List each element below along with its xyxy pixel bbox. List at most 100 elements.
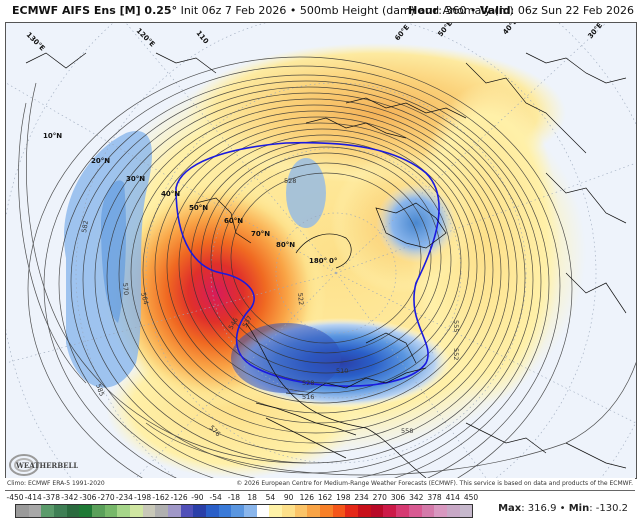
contour-label: 552 xyxy=(452,348,460,360)
colorbar-swatch xyxy=(218,505,232,517)
chart-title: ECMWF AIFS Ens [M] 0.25° Init 06z 7 Feb … xyxy=(12,4,514,17)
colorbar-swatch xyxy=(421,505,435,517)
colorbar-swatch xyxy=(307,505,321,517)
colorbar-tick: 378 xyxy=(427,493,442,502)
map-canvas: 10°N 20°N 30°N 40°N 50°N 60°N 70°N 80°N … xyxy=(6,23,636,478)
colorbar-tick: 126 xyxy=(299,493,314,502)
max-min-stats: Max: 316.9 • Min: -130.2 xyxy=(498,503,628,514)
colorbar xyxy=(15,504,473,518)
coastlines xyxy=(25,52,627,478)
colorbar-swatch xyxy=(282,505,295,517)
degree-symbol: ° xyxy=(171,4,178,17)
lat-label: 20°N xyxy=(91,157,110,165)
product-name: 500mb Height (dam) and Anomaly (m) xyxy=(299,4,514,17)
contour-label: 522 xyxy=(296,292,305,305)
colorbar-tick: 306 xyxy=(390,493,406,502)
valid-label: Valid xyxy=(479,4,511,17)
colorbar-tick: 270 xyxy=(372,493,387,502)
min-value: : -130.2 xyxy=(589,503,628,514)
colorbar-swatch xyxy=(383,505,397,517)
stats-separator: • xyxy=(556,503,569,514)
logo-text: WEATHERBELL xyxy=(15,461,78,470)
lat-label: 70°N xyxy=(251,230,270,238)
contour-label: 582 xyxy=(80,220,90,234)
colorbar-tick: -162 xyxy=(152,493,170,502)
lat-label: 80°N xyxy=(276,241,295,249)
valid-info: Hour: 360 • Valid: 06z Sun 22 Feb 2026 xyxy=(408,4,634,17)
lon-label: 180° xyxy=(309,257,327,265)
colorbar-tick: -90 xyxy=(191,493,204,502)
colorbar-swatch xyxy=(332,505,346,517)
colorbar-swatch xyxy=(193,505,207,517)
colorbar-tick: -234 xyxy=(115,493,133,502)
colorbar-swatch xyxy=(79,505,93,517)
contour-label: 585 xyxy=(94,383,106,397)
colorbar-tick: 234 xyxy=(354,493,369,502)
weatherbell-logo: WEATHERBELL xyxy=(8,452,78,478)
lat-label: 10°N xyxy=(43,132,62,140)
contour-label: 555 xyxy=(452,320,460,332)
colorbar-tick: -54 xyxy=(209,493,222,502)
bullet: • xyxy=(289,4,297,17)
colorbar-swatch xyxy=(446,505,460,517)
colorbar-tick: -342 xyxy=(61,493,79,502)
highlight-contour-552 xyxy=(175,141,440,387)
hour-label: Hour xyxy=(408,4,439,17)
colorbar-tick: -306 xyxy=(79,493,97,502)
colorbar-tick: -126 xyxy=(170,493,188,502)
copyright-text: © 2026 European Centre for Medium-Range … xyxy=(236,480,633,487)
colorbar-swatch xyxy=(408,505,422,517)
colorbar-swatch xyxy=(168,505,181,517)
max-value: : 316.9 xyxy=(521,503,557,514)
colorbar-tick: 450 xyxy=(463,493,479,502)
lat-label: 30°N xyxy=(126,175,145,183)
height-contours xyxy=(18,56,636,478)
colorbar-swatch xyxy=(117,505,131,517)
colorbar-tick: -198 xyxy=(134,493,152,502)
colorbar-tick: -414 xyxy=(24,493,42,502)
colorbar-swatch xyxy=(370,505,384,517)
contour-labels: 582 570 564 528 546 537 522 510 528 516 … xyxy=(80,177,460,438)
colorbar-swatch xyxy=(358,505,371,517)
colorbar-tick: -450 xyxy=(6,493,24,502)
colorbar-tick: 414 xyxy=(445,493,460,502)
colorbar-tick: 342 xyxy=(409,493,424,502)
colorbar-swatch xyxy=(434,505,447,517)
colorbar-tick-labels: -450 -414 -378 -342 -306 -270 -234 -198 -162 -126… xyxy=(6,493,478,503)
contour-label: 558 xyxy=(401,427,413,435)
colorbar-swatch xyxy=(294,505,308,517)
divider xyxy=(5,490,635,491)
colorbar-swatch xyxy=(256,505,270,517)
colorbar-swatch xyxy=(244,505,257,517)
contour-label: 564 xyxy=(139,291,150,305)
colorbar-tick: -270 xyxy=(97,493,115,502)
contour-label: 510 xyxy=(336,367,348,375)
colorbar-tick: -378 xyxy=(42,493,60,502)
contour-label: 528 xyxy=(302,379,314,387)
min-label: Min xyxy=(568,503,590,514)
weather-map: 10°N 20°N 30°N 40°N 50°N 60°N 70°N 80°N … xyxy=(5,22,637,479)
colorbar-swatch xyxy=(155,505,169,517)
bullet: • xyxy=(469,4,477,17)
colorbar-swatch xyxy=(345,505,359,517)
colorbar-swatch xyxy=(41,505,55,517)
colorbar-tick: 162 xyxy=(317,493,333,502)
colorbar-swatch xyxy=(54,505,67,517)
logo-swirl-icon: WEATHERBELL xyxy=(9,454,78,476)
contour-label: 528 xyxy=(284,177,296,185)
colorbar-swatch xyxy=(92,505,105,517)
colorbar-swatch xyxy=(396,505,409,517)
colorbar-swatch xyxy=(28,505,42,517)
colorbar-tick: -18 xyxy=(227,493,240,502)
lat-label: 50°N xyxy=(189,204,208,212)
header: ECMWF AIFS Ens [M] 0.25° Init 06z 7 Feb … xyxy=(0,0,640,22)
colorbar-swatch xyxy=(130,505,143,517)
model-name: ECMWF AIFS Ens [M] 0.25 xyxy=(12,4,172,17)
colorbar-swatch xyxy=(459,505,473,517)
climo-text: Climo: ECMWF ERA-5 1991-2020 xyxy=(7,480,105,487)
colorbar-tick: 90 xyxy=(283,493,294,502)
lat-label: 40°N xyxy=(161,190,180,198)
max-label: Max xyxy=(498,503,522,514)
lon-label: 0° xyxy=(329,257,337,265)
colorbar-tick: 18 xyxy=(247,493,257,502)
